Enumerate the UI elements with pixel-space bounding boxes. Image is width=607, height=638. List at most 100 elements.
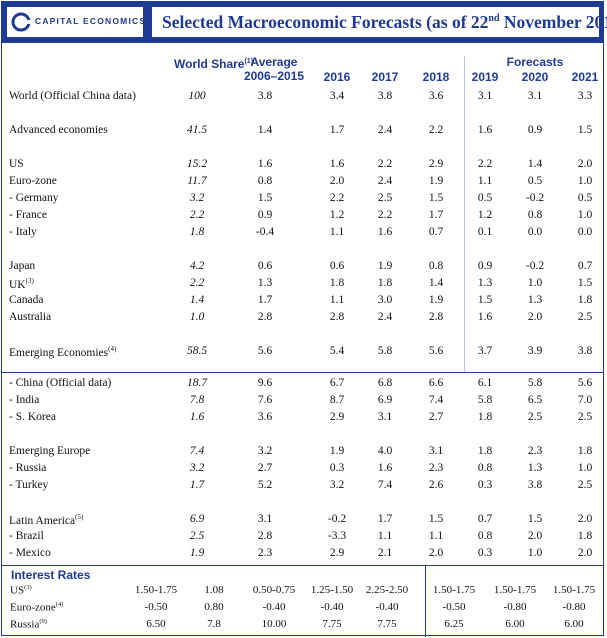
- interest-cell: -0.50: [442, 601, 466, 613]
- average-cell: 5.2: [257, 479, 273, 491]
- interest-divider: [1, 565, 604, 566]
- value-cell-2021: 1.5: [577, 124, 593, 136]
- interest-cell: 6.00: [564, 618, 584, 630]
- value-cell-2021: 1.8: [577, 530, 593, 542]
- value-cell-2018: 1.7: [428, 209, 444, 221]
- value-cell-2016: 1.1: [329, 226, 345, 238]
- value-cell-2020: 0.8: [527, 209, 543, 221]
- value-cell-2020: 1.3: [527, 294, 543, 306]
- value-cell-2018: 1.5: [428, 192, 444, 204]
- interest-row: US(3) 1.50-1.75 1.08 0.50-0.75 1.25-1.50 2.25…: [0, 584, 607, 601]
- header-forecasts: Forecasts: [506, 55, 564, 69]
- value-cell-2019: 0.5: [477, 192, 493, 204]
- header-year-2017: 2017: [371, 70, 399, 84]
- value-cell-2016: 0.6: [329, 260, 345, 272]
- value-cell-2016: 1.1: [329, 294, 345, 306]
- table-row: Emerging Economies(4) 58.5 5.6 5.4 5.8 5.6 3.7…: [0, 345, 607, 362]
- row-label: Canada: [9, 294, 44, 306]
- world-share-cell: 41.5: [186, 124, 208, 136]
- value-cell-2018: 5.6: [428, 345, 444, 357]
- world-share-cell: 3.2: [189, 462, 205, 474]
- table-row: - S. Korea 1.6 3.6 2.9 3.1 2.7 1.8 2.5 2.5: [0, 411, 607, 428]
- value-cell-2019: 1.5: [477, 294, 493, 306]
- interest-forecast-divider: [425, 565, 426, 637]
- average-cell: 0.9: [257, 209, 273, 221]
- interest-row-label: US(3): [10, 584, 32, 597]
- value-cell-2017: 3.0: [377, 294, 393, 306]
- logo: CAPITAL ECONOMICS: [7, 7, 145, 37]
- value-cell-2018: 2.9: [428, 158, 444, 170]
- value-cell-2020: 3.8: [527, 479, 543, 491]
- interest-cell: 1.50-1.75: [552, 584, 596, 596]
- value-cell-2019: 1.3: [477, 277, 493, 289]
- value-cell-2020: 0.5: [527, 175, 543, 187]
- value-cell-2020: 2.0: [527, 530, 543, 542]
- value-cell-2016: 2.9: [329, 547, 345, 559]
- interest-cell: 0.50-0.75: [252, 584, 296, 596]
- value-cell-2020: 5.8: [527, 377, 543, 389]
- value-cell-2021: 1.0: [577, 209, 593, 221]
- interest-cell: 7.75: [322, 618, 342, 630]
- value-cell-2020: -0.2: [525, 192, 545, 204]
- world-share-cell: 2.5: [189, 530, 205, 542]
- value-cell-2017: 1.6: [377, 462, 393, 474]
- value-cell-2021: 2.0: [577, 513, 593, 525]
- value-cell-2021: 2.5: [577, 479, 593, 491]
- interest-cell: 7.75: [377, 618, 397, 630]
- capital-economics-logo-icon: [11, 12, 31, 32]
- value-cell-2019: 1.6: [477, 311, 493, 323]
- value-cell-2020: 0.0: [527, 226, 543, 238]
- value-cell-2017: 2.5: [377, 192, 393, 204]
- table-row: - France 2.2 0.9 1.2 2.2 1.7 1.2 0.8 1.0: [0, 209, 607, 226]
- row-label: - Italy: [9, 226, 37, 238]
- value-cell-2020: 1.0: [527, 277, 543, 289]
- value-cell-2016: 2.0: [329, 175, 345, 187]
- row-label: Advanced economies: [9, 124, 108, 136]
- average-cell: 1.4: [257, 124, 273, 136]
- interest-cell: 1.50-1.75: [432, 584, 476, 596]
- value-cell-2018: 1.9: [428, 175, 444, 187]
- world-share-cell: 11.7: [187, 175, 207, 187]
- value-cell-2017: 2.4: [377, 175, 393, 187]
- value-cell-2016: 3.2: [329, 479, 345, 491]
- value-cell-2018: 1.5: [428, 513, 444, 525]
- world-share-cell: 15.2: [186, 158, 208, 170]
- value-cell-2017: 1.8: [377, 277, 393, 289]
- world-share-cell: 4.2: [189, 260, 205, 272]
- value-cell-2021: 3.8: [577, 345, 593, 357]
- page-title: Selected Macroeconomic Forecasts (as of …: [162, 12, 607, 32]
- world-share-cell: 2.2: [189, 209, 205, 221]
- value-cell-2021: 5.6: [577, 377, 593, 389]
- row-label: World (Official China data): [9, 90, 136, 102]
- value-cell-2021: 2.0: [577, 158, 593, 170]
- interest-cell: -0.40: [320, 601, 344, 613]
- world-share-cell: 3.2: [189, 192, 205, 204]
- value-cell-2020: 1.3: [527, 462, 543, 474]
- table-row: Canada 1.4 1.7 1.1 3.0 1.9 1.5 1.3 1.8: [0, 294, 607, 311]
- value-cell-2017: 6.9: [377, 394, 393, 406]
- value-cell-2021: 2.5: [577, 311, 593, 323]
- average-cell: 3.1: [257, 513, 273, 525]
- world-share-cell: 2.2: [189, 277, 205, 289]
- interest-cell: 0.80: [204, 601, 224, 613]
- value-cell-2021: 1.8: [577, 445, 593, 457]
- row-label: - China (Official data): [9, 377, 112, 389]
- row-label: Latin America(5): [9, 513, 84, 527]
- value-cell-2019: 0.9: [477, 260, 493, 272]
- table-row: - Mexico 1.9 2.3 2.9 2.1 2.0 0.3 1.0 2.0: [0, 547, 607, 564]
- row-label: Emerging Economies(4): [9, 345, 117, 359]
- value-cell-2021: 1.8: [577, 294, 593, 306]
- row-label: - India: [9, 394, 40, 406]
- value-cell-2019: 0.3: [477, 547, 493, 559]
- interest-cell: -0.80: [503, 601, 527, 613]
- average-cell: 2.8: [257, 530, 273, 542]
- value-cell-2018: 1.4: [428, 277, 444, 289]
- interest-cell: -0.40: [375, 601, 399, 613]
- interest-row-label: Russia(9): [10, 618, 47, 631]
- interest-cell: 6.25: [444, 618, 464, 630]
- value-cell-2018: 2.6: [428, 479, 444, 491]
- table-row: Australia 1.0 2.8 2.8 2.4 2.8 1.6 2.0 2.5: [0, 311, 607, 328]
- value-cell-2020: 2.5: [527, 411, 543, 423]
- value-cell-2019: 1.2: [477, 209, 493, 221]
- average-cell: -0.4: [255, 226, 275, 238]
